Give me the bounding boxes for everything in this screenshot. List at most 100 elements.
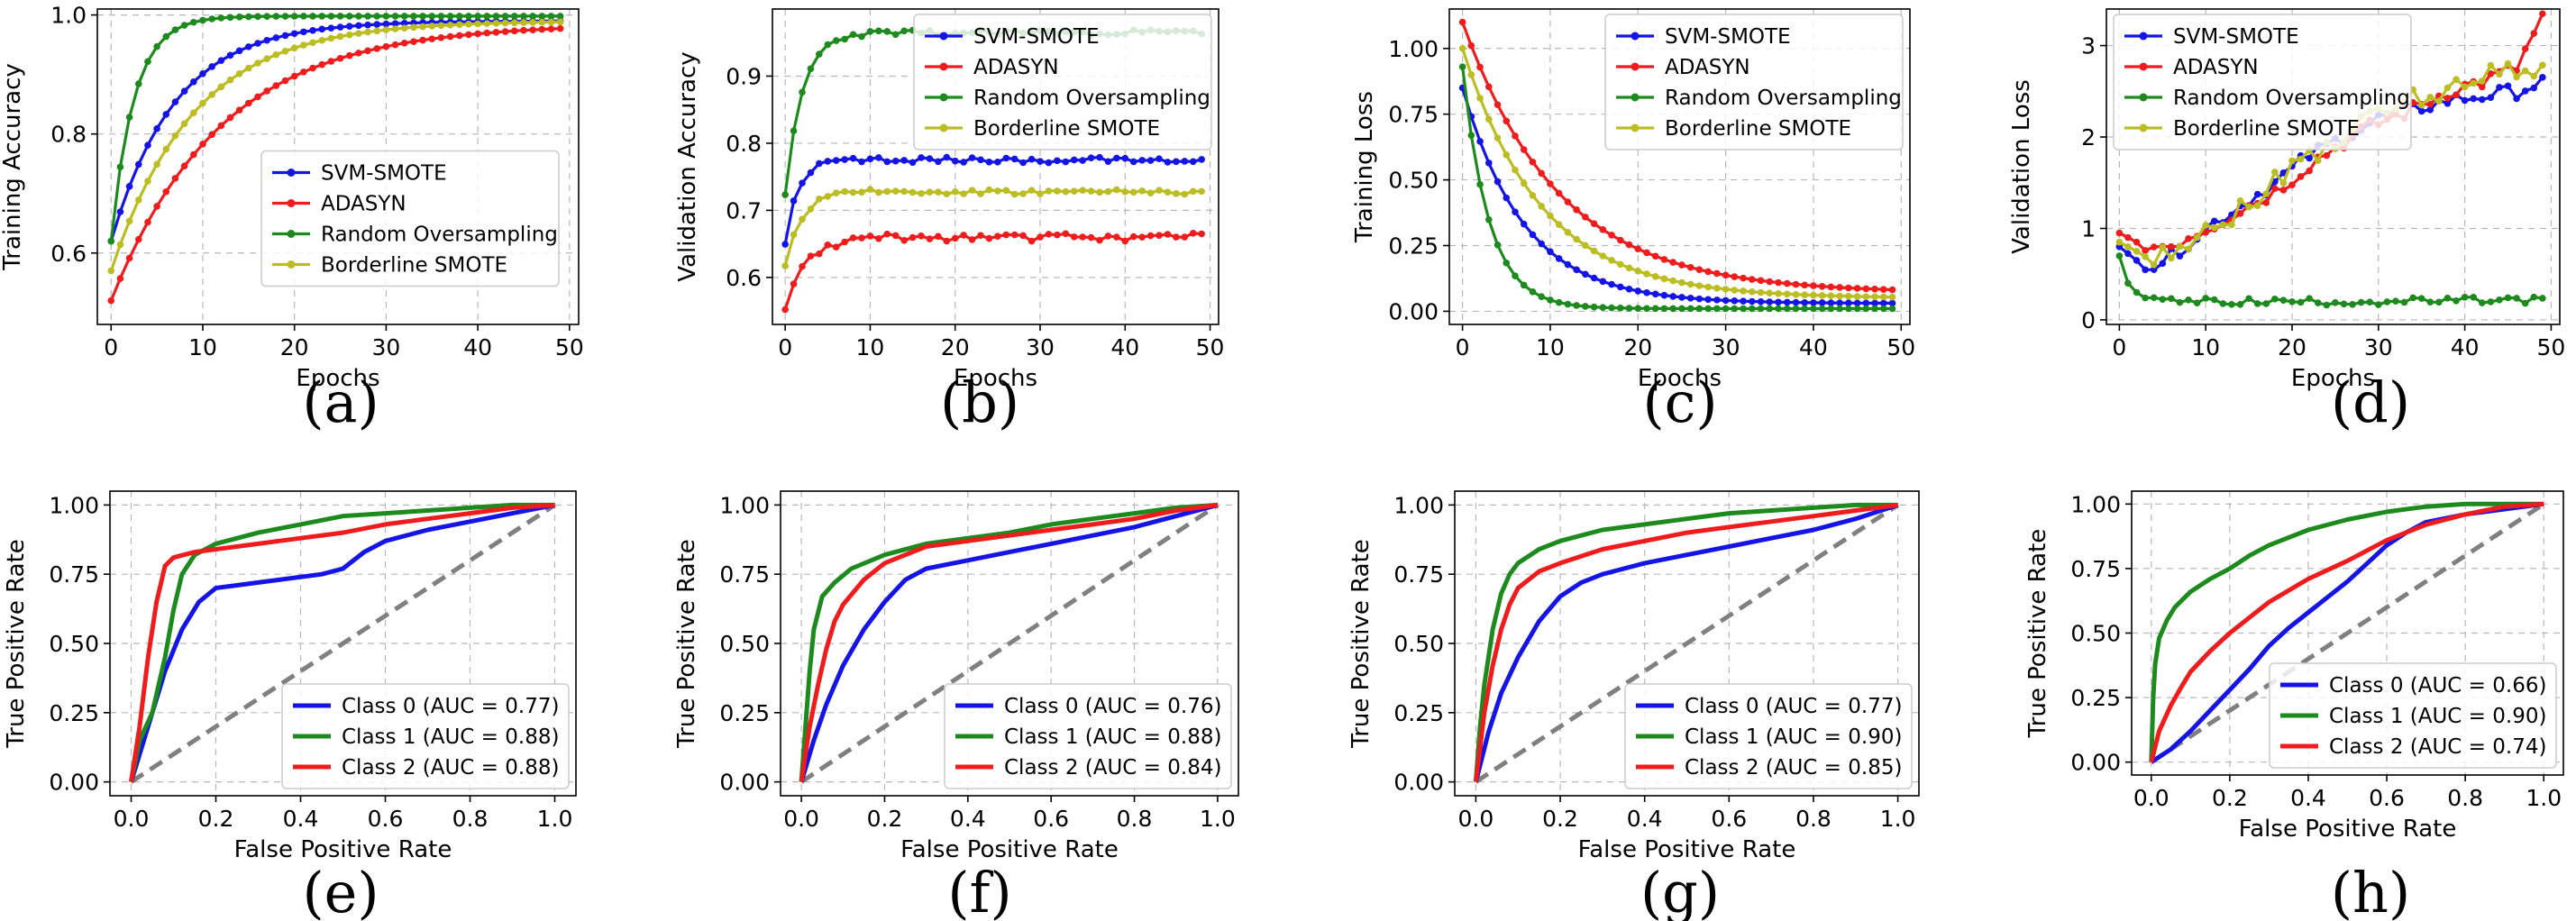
data-point-red [2150,243,2158,251]
data-point-blue [1660,291,1668,299]
data-point-red [1096,236,1103,244]
data-point-green [1722,305,1730,313]
x-tick-label: 0.6 [368,806,404,832]
data-point-blue [891,157,900,165]
data-point-blue [345,23,353,30]
data-point-olive [1880,293,1887,301]
data-point-green [336,13,344,20]
y-axis-label: True Positive Rate [1347,539,1375,749]
legend: SVM-SMOTE ADASYN Random Oversampling Border… [1604,14,1904,150]
data-point-olive [235,69,243,78]
x-tick-label: 1.0 [1200,806,1236,832]
data-point-blue [1198,156,1205,163]
x-tick-label: 0.8 [2447,785,2483,811]
data-point-green [318,13,326,20]
data-point-green [2193,299,2201,306]
data-point-olive [926,188,934,196]
legend-label: Class 1 (AUC = 0.88) [342,725,559,749]
x-tick-label: 10 [188,334,217,360]
data-point-olive [382,26,390,33]
data-point-olive [841,187,848,196]
data-point-blue [1485,160,1493,167]
legend-label: Borderline SMOTE [1665,117,1851,141]
data-point-olive [1660,275,1668,283]
data-point-olive [2487,61,2495,69]
data-point-green [2504,294,2512,302]
data-point-olive [1792,290,1800,298]
data-point-olive [1458,44,1466,52]
x-tick-label: 10 [2191,334,2220,360]
data-point-red [943,237,951,245]
data-point-red [1129,233,1137,241]
y-tick-label: 0.7 [726,197,762,223]
data-point-green [2142,294,2149,302]
x-tick-label: 20 [280,334,309,360]
data-point-blue [2417,107,2425,115]
data-point-blue [1599,278,1607,286]
data-point-green [790,127,798,135]
data-point-red [2297,173,2305,180]
legend-label: Random Oversampling [321,223,558,247]
data-point-green [2383,298,2391,305]
data-point-olive [144,178,151,185]
data-point-green [2271,296,2279,303]
data-point-olive [217,83,225,91]
data-point-green [446,13,454,20]
data-point-olive [1512,166,1519,174]
data-point-green [2461,293,2469,301]
data-point-blue [1704,296,1712,304]
data-point-olive [1573,235,1580,243]
data-point-blue [824,158,832,165]
data-point-olive [1740,287,1747,295]
chart-panel-h: 0.0 0.2 0.4 0.6 0.8 1.0 0.00 0.25 0.50 0.75 1.00 Cl… [2024,490,2564,921]
data-point-red [355,50,362,57]
legend-label: ADASYN [2173,56,2259,79]
data-point-blue [272,34,280,41]
data-point-olive [1695,282,1704,289]
data-point-olive [2417,101,2425,109]
data-point-olive [2142,253,2149,260]
data-point-blue [1079,157,1086,164]
data-point-olive [1608,257,1615,264]
data-point-green [1783,305,1791,313]
data-point-red [1555,189,1563,197]
data-point-green [107,237,115,245]
y-tick-label: 0.75 [1393,561,1444,588]
legend-label: Class 0 (AUC = 0.77) [1685,695,1902,718]
data-point-olive [1156,187,1163,194]
x-tick-label: 0.2 [198,806,234,832]
data-point-blue [1054,157,1061,165]
data-point-red [2323,151,2331,160]
x-tick-label: 0 [2112,334,2126,360]
x-tick-label: 40 [1110,334,1139,360]
panel-caption: (d) [2331,369,2410,435]
data-point-green [2133,288,2141,296]
data-point-green [1625,305,1633,312]
data-point-green [327,13,335,20]
data-point-red [1634,245,1642,253]
data-point-green [1520,281,1528,289]
data-point-olive [2470,79,2477,87]
data-point-blue [1503,194,1511,202]
data-point-red [1731,273,1739,280]
data-point-olive [943,190,951,197]
x-tick-label: 40 [463,334,492,360]
data-point-green [1651,305,1659,313]
data-point-olive [1722,286,1730,293]
data-point-green [2245,295,2252,303]
data-point-blue [162,111,170,118]
data-point-red [1801,281,1808,289]
data-point-green [858,32,865,41]
data-point-red [1146,232,1155,240]
data-point-blue [364,21,371,29]
x-tick-label: 0.6 [1711,806,1747,832]
data-point-red [2530,30,2538,37]
data-point-olive [900,187,908,196]
data-point-red [2271,185,2279,192]
data-point-green [2288,297,2296,305]
data-point-green [511,13,518,20]
data-point-olive [1853,293,1861,300]
axes-frame [1448,8,1911,325]
data-point-green [465,13,472,20]
data-point-blue [254,40,261,47]
